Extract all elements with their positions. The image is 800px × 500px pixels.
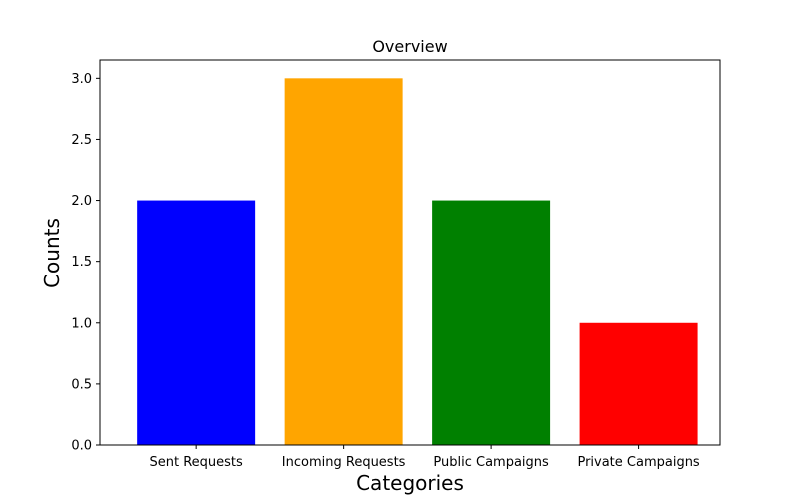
y-tick-label: 3.0 [71,72,92,87]
x-axis-title: Categories [356,471,464,495]
x-tick-label: Private Campaigns [577,455,699,470]
y-axis: 0.0 0.5 1.0 1.5 2.0 2.5 3.0 [71,72,100,454]
bar-incoming-requests [284,78,403,445]
plot-frame [99,59,721,446]
chart-title: Overview [372,37,447,56]
y-tick-label: 2.5 [71,133,92,148]
y-tick-label: 0.0 [71,439,92,454]
y-tick-label: 0.5 [71,377,92,392]
y-tick-label: 2.0 [71,194,92,209]
x-axis: Sent Requests Incoming Requests Public Cam… [149,445,700,470]
x-tick-label: Sent Requests [149,455,243,470]
bar-private-campaigns [579,322,698,445]
x-tick-label: Public Campaigns [433,455,549,470]
bars-layer [137,78,698,445]
bar-public-campaigns [432,200,551,445]
y-tick-label: 1.0 [71,316,92,331]
bar-sent-requests [137,200,256,445]
x-tick-label: Incoming Requests [282,455,406,470]
y-tick-label: 1.5 [71,255,92,270]
y-axis-title: Counts [40,218,64,288]
